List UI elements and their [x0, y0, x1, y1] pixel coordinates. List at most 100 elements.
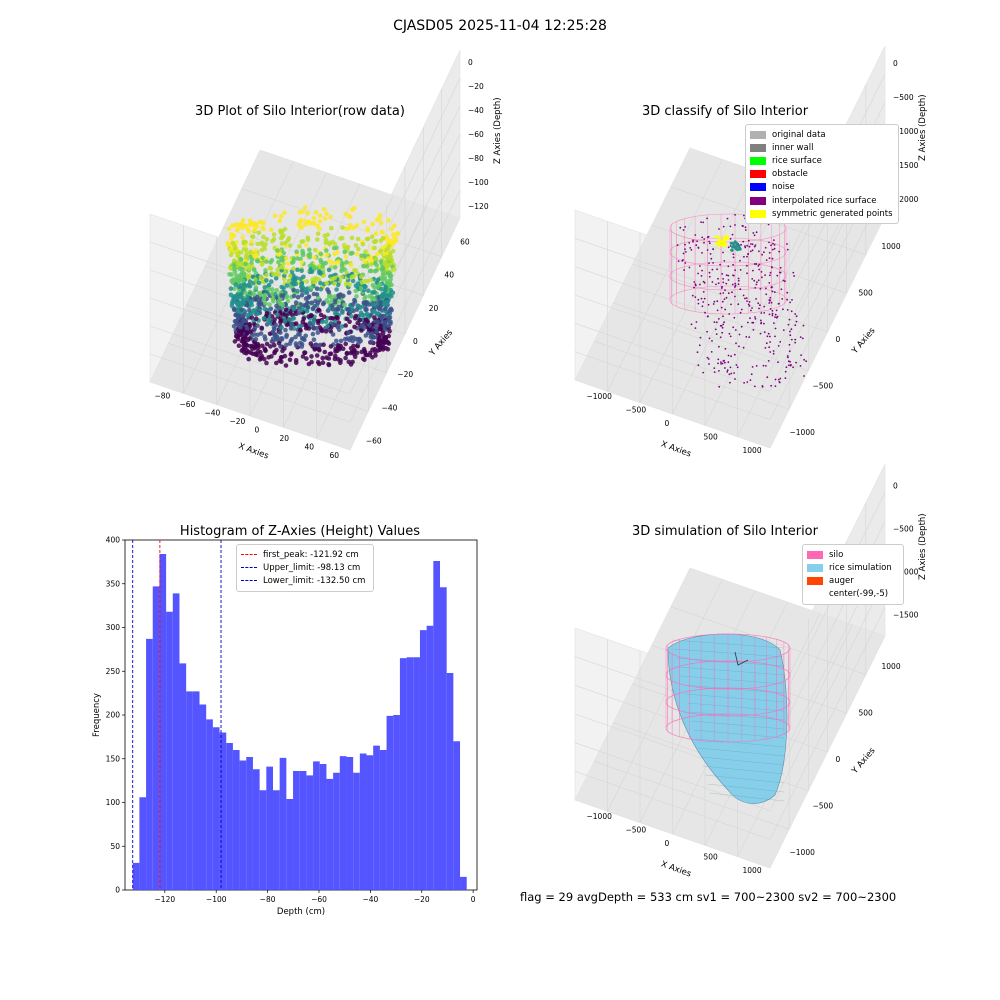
raw-data-point: [344, 226, 349, 232]
figure-title: CJASD05 2025-11-04 12:25:28: [393, 18, 607, 34]
raw-data-point: [377, 306, 382, 312]
raw-data-point: [246, 356, 251, 362]
status-footer: flag = 29 avgDepth = 533 cm sv1 = 700~23…: [520, 890, 897, 904]
interpolated-surface-point: [774, 327, 777, 330]
interpolated-surface-point: [711, 268, 714, 271]
raw-data-point: [284, 332, 290, 338]
interpolated-surface-point: [768, 282, 771, 284]
interpolated-surface-point: [726, 217, 729, 220]
plot1-ztick-label: −100: [468, 178, 489, 187]
interpolated-surface-point: [700, 297, 703, 300]
raw-data-point: [261, 234, 266, 240]
raw-data-point: [264, 307, 270, 313]
histogram-bar: [232, 750, 240, 890]
raw-data-point: [346, 290, 352, 295]
histogram-bar: [426, 625, 434, 890]
raw-data-point: [235, 295, 240, 301]
raw-data-point: [253, 285, 259, 290]
interpolated-surface-point: [737, 279, 740, 282]
raw-data-point: [390, 290, 396, 296]
interpolated-surface-point: [768, 257, 771, 260]
raw-data-point: [373, 323, 379, 329]
plot1-xtick-label: 20: [280, 434, 290, 443]
interpolated-surface-point: [694, 296, 697, 298]
interpolated-surface-point: [779, 377, 782, 380]
interpolated-surface-point: [755, 298, 757, 300]
plot2-x-axis-label: X Axies: [659, 439, 692, 459]
raw-data-point: [252, 267, 257, 272]
interpolated-surface-point: [724, 289, 726, 291]
raw-data-point: [388, 250, 393, 256]
raw-data-point: [230, 299, 235, 304]
raw-data-point: [264, 341, 270, 347]
raw-data-point: [233, 282, 238, 287]
raw-data-point: [236, 275, 242, 281]
interpolated-surface-point: [732, 263, 734, 266]
raw-data-point: [245, 296, 250, 302]
raw-data-point: [326, 356, 332, 361]
raw-data-point: [318, 280, 323, 286]
rice-mesh-line: [687, 702, 785, 712]
interpolated-surface-point: [724, 348, 727, 350]
interpolated-surface-point: [683, 269, 685, 271]
raw-data-point: [315, 237, 320, 242]
interpolated-surface-point: [703, 281, 706, 284]
interpolated-surface-point: [748, 336, 751, 338]
legend-item-original-data: original data: [750, 128, 894, 141]
raw-data-point: [255, 323, 260, 328]
plot1-xtick-label: −40: [205, 408, 221, 417]
raw-data-point: [369, 261, 374, 267]
raw-data-point: [361, 312, 366, 318]
interpolated-surface-point: [729, 381, 731, 384]
raw-data-point: [375, 277, 381, 283]
interpolated-surface-point: [764, 246, 767, 249]
raw-data-point: [366, 256, 371, 261]
raw-data-point: [282, 270, 288, 275]
x-tick-label: −40: [362, 895, 378, 904]
raw-data-point: [315, 330, 321, 335]
raw-data-point: [260, 225, 266, 231]
raw-data-point: [249, 299, 254, 304]
raw-data-point: [367, 268, 373, 274]
raw-data-point: [322, 233, 328, 239]
raw-data-point: [377, 335, 382, 341]
raw-data-point: [259, 220, 265, 225]
raw-data-point: [349, 274, 355, 280]
interpolated-surface-point: [714, 328, 717, 331]
raw-data-point: [266, 286, 272, 292]
raw-data-point: [363, 307, 369, 313]
raw-data-point: [297, 220, 303, 225]
raw-data-point: [240, 234, 245, 240]
raw-data-point: [354, 251, 360, 257]
histogram-bar: [446, 673, 454, 890]
rice-mesh-line: [696, 738, 785, 748]
interpolated-surface-point: [716, 309, 719, 312]
plot2-ytick-label: −1000: [790, 428, 816, 437]
histogram-bar: [339, 756, 347, 891]
y-tick-label: 300: [106, 623, 121, 632]
plot4-ytick-label: 0: [836, 755, 841, 764]
interpolated-surface-point: [800, 354, 802, 356]
plot2-z-axis-label: Z Axies (Depth): [918, 94, 928, 161]
interpolated-surface-point: [790, 328, 793, 331]
interpolated-surface-point: [766, 376, 769, 379]
plot4-ztick-label: −1000: [893, 568, 919, 577]
interpolated-surface-point: [803, 358, 805, 361]
raw-data-point: [287, 273, 293, 279]
plot2-title: 3D classify of Silo Interior: [641, 104, 809, 119]
interpolated-surface-point: [759, 319, 762, 322]
interpolated-surface-point: [748, 301, 751, 303]
raw-data-point: [356, 246, 361, 252]
interpolated-surface-point: [805, 360, 807, 363]
raw-data-point: [388, 241, 394, 246]
histogram-bar: [359, 753, 367, 890]
raw-data-point: [373, 238, 379, 244]
raw-data-point: [295, 267, 300, 273]
raw-data-point: [334, 311, 340, 317]
raw-data-point: [299, 292, 305, 298]
x-tick-label: −80: [260, 895, 276, 904]
raw-data-point: [342, 336, 348, 342]
raw-data-point: [279, 264, 284, 270]
interpolated-surface-point: [782, 308, 784, 311]
raw-data-point: [369, 234, 375, 239]
